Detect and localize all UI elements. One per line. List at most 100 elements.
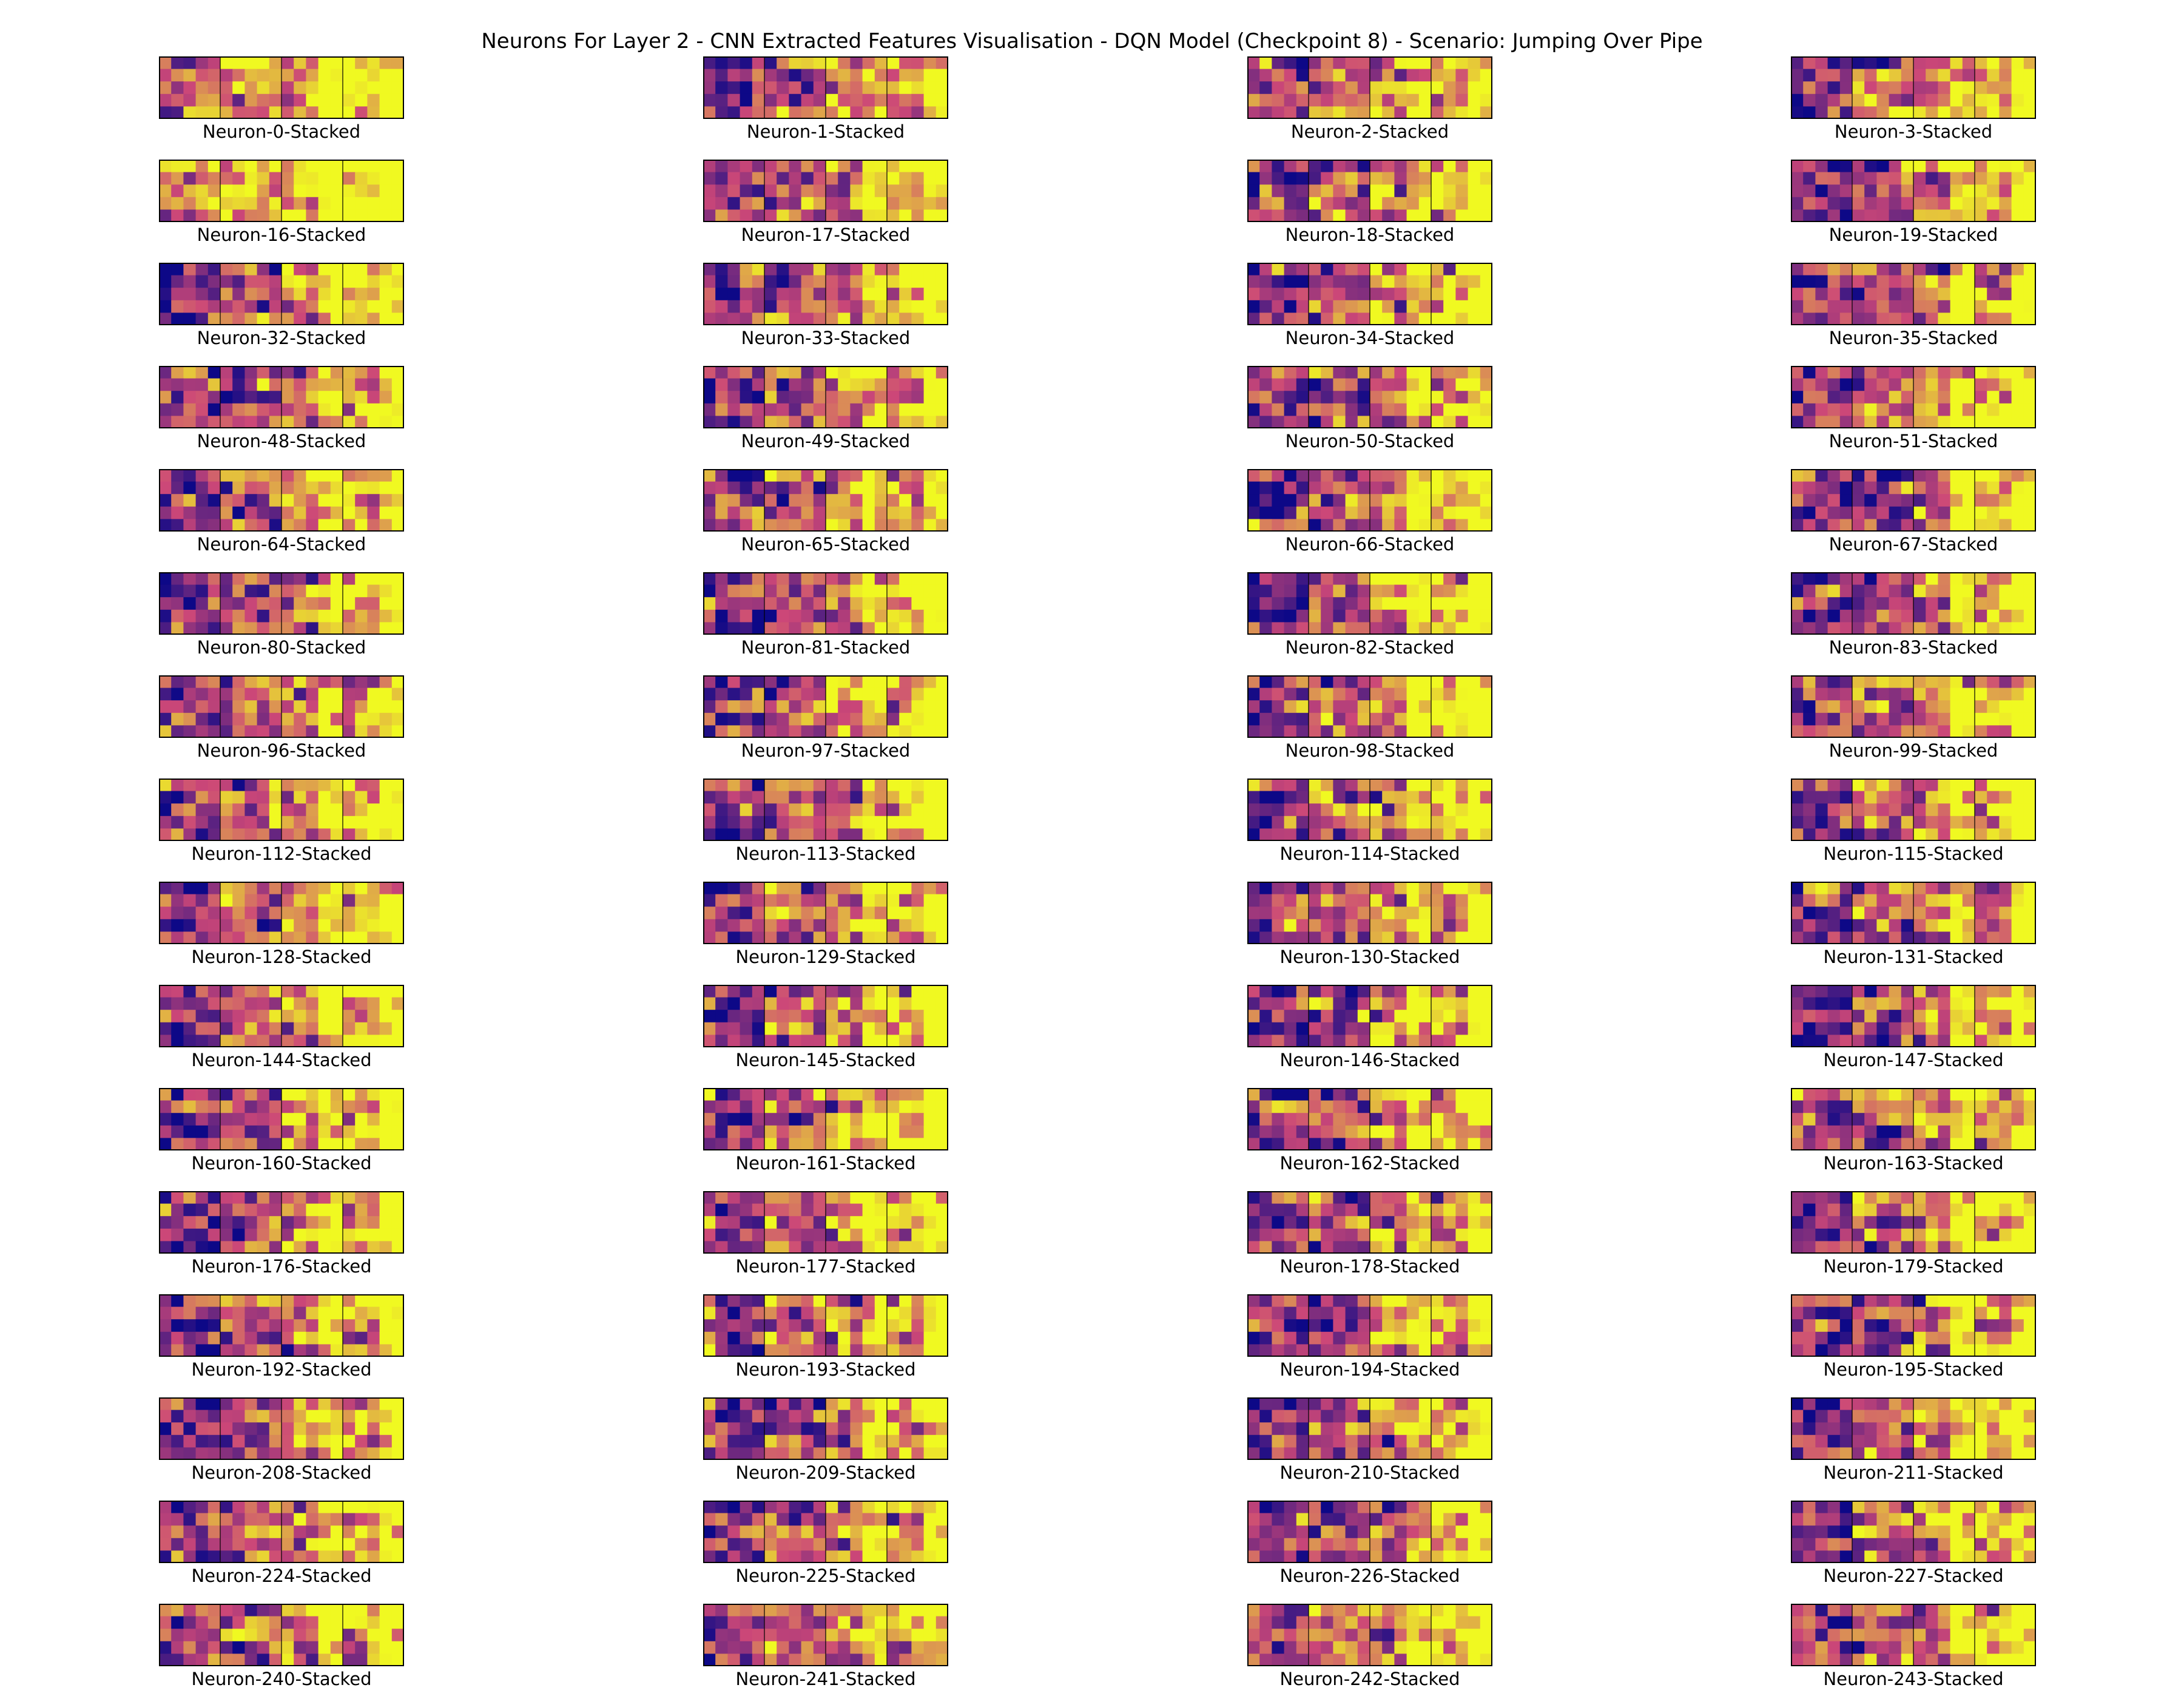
feature-frame <box>1370 779 1432 841</box>
neuron-panel-label: Neuron-113-Stacked <box>735 843 916 864</box>
panel-border <box>1791 1501 2036 1563</box>
neuron-panel: Neuron-210-Stacked <box>1247 1397 1492 1485</box>
feature-frame <box>1913 675 1975 738</box>
neuron-panel: Neuron-240-Stacked <box>159 1604 404 1692</box>
stacked-feature-map <box>1247 1604 1492 1666</box>
feature-frame <box>764 882 826 944</box>
panel-border <box>1791 1294 2036 1357</box>
panel-border <box>1791 572 2036 635</box>
stacked-feature-map <box>159 882 404 944</box>
panel-border <box>1791 1604 2036 1666</box>
feature-frame <box>1247 56 1309 119</box>
neuron-panel: Neuron-130-Stacked <box>1247 882 1492 970</box>
feature-frame <box>159 1294 221 1357</box>
stacked-feature-map <box>159 779 404 841</box>
neuron-panel-label: Neuron-32-Stacked <box>197 328 366 348</box>
feature-frame <box>826 675 888 738</box>
feature-frame <box>703 675 765 738</box>
feature-frame <box>764 469 826 532</box>
neuron-panel-label: Neuron-243-Stacked <box>1823 1669 2004 1689</box>
neuron-panel-label: Neuron-83-Stacked <box>1828 637 1998 658</box>
neuron-panel: Neuron-147-Stacked <box>1791 985 2036 1073</box>
neuron-panel-label: Neuron-160-Stacked <box>191 1153 372 1174</box>
feature-frame <box>343 675 404 738</box>
neuron-panel: Neuron-177-Stacked <box>703 1191 948 1279</box>
stacked-feature-map <box>703 469 948 532</box>
feature-frame <box>887 1501 948 1563</box>
neuron-panel: Neuron-241-Stacked <box>703 1604 948 1692</box>
panel-border <box>1791 366 2036 428</box>
feature-frame <box>1975 882 2036 944</box>
feature-frame <box>1913 56 1975 119</box>
feature-frame <box>1309 1191 1370 1254</box>
neuron-panel: Neuron-178-Stacked <box>1247 1191 1492 1279</box>
stacked-feature-map <box>159 263 404 325</box>
neuron-panel-label: Neuron-242-Stacked <box>1279 1669 1460 1689</box>
neuron-panel-label: Neuron-65-Stacked <box>741 534 911 555</box>
feature-frame <box>1309 882 1370 944</box>
neuron-panel: Neuron-96-Stacked <box>159 675 404 763</box>
stacked-feature-map <box>1791 675 2036 738</box>
neuron-panel-label: Neuron-96-Stacked <box>197 740 366 761</box>
neuron-panel-label: Neuron-99-Stacked <box>1828 740 1998 761</box>
feature-frame <box>826 366 888 428</box>
neuron-panel-label: Neuron-19-Stacked <box>1828 225 1998 245</box>
feature-frame <box>1309 366 1370 428</box>
neuron-panel-label: Neuron-130-Stacked <box>1279 947 1460 967</box>
feature-frame <box>281 1191 343 1254</box>
feature-frame <box>1913 1294 1975 1357</box>
neuron-panel: Neuron-66-Stacked <box>1247 469 1492 557</box>
feature-frame <box>1791 779 1853 841</box>
stacked-feature-map <box>1791 1088 2036 1150</box>
neuron-panel-label: Neuron-16-Stacked <box>197 225 366 245</box>
feature-frame <box>1370 1501 1432 1563</box>
feature-frame <box>1370 1397 1432 1460</box>
feature-frame <box>764 160 826 222</box>
panel-border <box>703 1191 948 1254</box>
feature-frame <box>159 1088 221 1150</box>
feature-frame <box>281 56 343 119</box>
feature-frame <box>887 1088 948 1150</box>
feature-frame <box>1852 572 1914 635</box>
feature-frame <box>826 56 888 119</box>
neuron-panel-label: Neuron-0-Stacked <box>202 121 361 142</box>
neuron-panel-label: Neuron-33-Stacked <box>741 328 911 348</box>
feature-frame <box>1852 160 1914 222</box>
stacked-feature-map <box>1247 469 1492 532</box>
feature-frame <box>1247 1501 1309 1563</box>
feature-frame <box>1852 1604 1914 1666</box>
panel-border <box>159 56 404 119</box>
feature-frame <box>1791 1397 1853 1460</box>
feature-frame <box>703 263 765 325</box>
feature-frame <box>343 572 404 635</box>
neuron-panel-label: Neuron-2-Stacked <box>1290 121 1449 142</box>
neuron-panel: Neuron-176-Stacked <box>159 1191 404 1279</box>
neuron-panel-label: Neuron-35-Stacked <box>1828 328 1998 348</box>
stacked-feature-map <box>703 572 948 635</box>
panel-border <box>1247 1501 1492 1563</box>
feature-frame <box>1309 469 1370 532</box>
neuron-panel: Neuron-48-Stacked <box>159 366 404 454</box>
feature-frame <box>764 1604 826 1666</box>
feature-frame <box>1431 1501 1492 1563</box>
feature-frame <box>1852 56 1914 119</box>
neuron-panel-label: Neuron-177-Stacked <box>735 1256 916 1277</box>
figure-title: Neurons For Layer 2 - CNN Extracted Feat… <box>481 29 1703 53</box>
neuron-panel-label: Neuron-50-Stacked <box>1285 431 1455 451</box>
panel-border <box>703 56 948 119</box>
feature-frame <box>1913 366 1975 428</box>
feature-frame <box>1913 572 1975 635</box>
neuron-panel-label: Neuron-97-Stacked <box>741 740 911 761</box>
feature-frame <box>1975 572 2036 635</box>
feature-frame <box>1852 1501 1914 1563</box>
neuron-panel: Neuron-82-Stacked <box>1247 572 1492 660</box>
feature-frame <box>159 1604 221 1666</box>
feature-frame <box>220 1191 282 1254</box>
panel-border <box>159 985 404 1047</box>
neuron-panel: Neuron-211-Stacked <box>1791 1397 2036 1485</box>
stacked-feature-map <box>159 160 404 222</box>
panel-border <box>1791 1191 2036 1254</box>
neuron-panel-label: Neuron-178-Stacked <box>1279 1256 1460 1277</box>
feature-frame <box>1975 1294 2036 1357</box>
feature-frame <box>1791 572 1853 635</box>
